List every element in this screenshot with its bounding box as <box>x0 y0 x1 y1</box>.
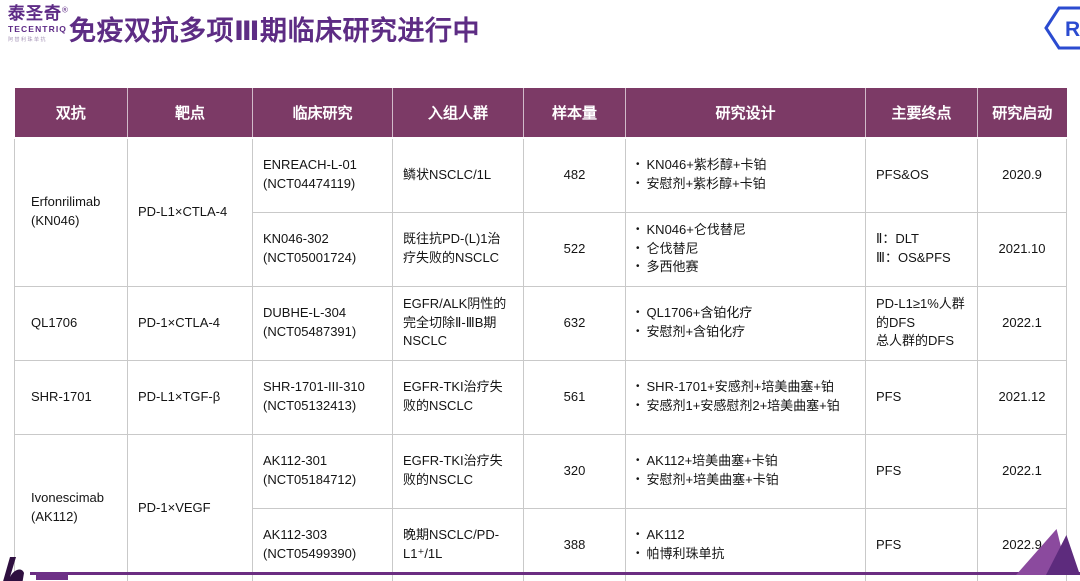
target-cell: PD-1×VEGF <box>127 433 253 581</box>
column-header: 样本量 <box>523 88 626 139</box>
design-bullet: • KN046+仑伐替尼 <box>636 221 746 237</box>
bullet-icon: • <box>636 178 640 190</box>
target-cell: PD-1×CTLA-4 <box>127 285 253 361</box>
column-header: 临床研究 <box>252 88 393 139</box>
column-header: 研究设计 <box>625 88 866 139</box>
sample-size-cell: 320 <box>523 433 626 509</box>
population-cell: 晚期NSCLC/PD-L1⁺/1L <box>392 507 524 581</box>
column-header: 靶点 <box>127 88 253 139</box>
design-bullet: • 仑伐替尼 <box>636 240 699 256</box>
design-cell: • QL1706+含铂化疗 • 安慰剂+含铂化疗 <box>625 285 866 361</box>
design-cell: • KN046+紫杉醇+卡铂 • 安慰剂+紫杉醇+卡铂 <box>625 137 866 213</box>
target-cell: PD-L1×CTLA-4 <box>127 137 253 287</box>
bullet-icon: • <box>636 400 640 411</box>
column-header: 双抗 <box>14 88 128 139</box>
trial-table-body: Erfonrilimab (KN046) PD-L1×CTLA-4 ENREACH-L… <box>14 137 1067 581</box>
registered-mark: ® <box>62 5 69 15</box>
bullet-icon: • <box>636 307 640 319</box>
sample-size-cell: 561 <box>523 359 626 435</box>
study-cell: DUBHE-L-304 (NCT05487391) <box>252 285 393 361</box>
design-bullet: • SHR-1701+安感剂+培美曲塞+铂 <box>636 379 834 395</box>
population-cell: 鳞状NSCLC/1L <box>392 137 524 213</box>
sample-size-cell: 388 <box>523 507 626 581</box>
table-row: Ivonescimab (AK112) PD-1×VEGF AK112-301 (NCT… <box>14 433 1067 581</box>
table-row: SHR-1701 PD-L1×TGF-β SHR-1701-III-310 (NCT0… <box>14 359 1067 435</box>
antibody-cell: Ivonescimab (AK112) <box>14 433 128 581</box>
endpoint-cell: PFS&OS <box>865 137 978 213</box>
target-cell: PD-L1×TGF-β <box>127 359 253 435</box>
start-date-cell: 2021.10 <box>977 211 1067 287</box>
bottom-left-purple-chip <box>36 572 68 580</box>
table-row: AK112-303 (NCT05499390) 晚期NSCLC/PD-L1⁺/1L 3… <box>15 507 1067 581</box>
bullet-icon: • <box>636 381 640 393</box>
study-cell: AK112-303 (NCT05499390) <box>252 507 393 581</box>
tecentriq-logo: 泰圣奇® TECENTRIQ 阿替利珠单抗 <box>8 5 78 43</box>
design-cell: • KN046+仑伐替尼 • 仑伐替尼 • 多西他赛 <box>625 211 866 287</box>
design-bullet: • 安慰剂+含铂化疗 <box>636 324 746 339</box>
brand-subtitle: 阿替利珠单抗 <box>8 37 48 43</box>
column-header: 研究启动 <box>977 88 1067 139</box>
design-bullet: • 安慰剂+紫杉醇+卡铂 <box>636 176 766 192</box>
bottom-left-logo-fragment <box>3 557 24 581</box>
population-cell: EGFR/ALK阴性的完全切除Ⅱ-ⅢB期NSCLC <box>392 285 524 361</box>
endpoint-cell: PFS <box>865 359 978 435</box>
study-cell: AK112-301 (NCT05184712) <box>252 433 393 509</box>
study-cell: ENREACH-L-01 (NCT04474119) <box>252 137 393 213</box>
antibody-cell: QL1706 <box>14 285 128 361</box>
start-date-cell: 2022.1 <box>977 433 1067 509</box>
endpoint-cell: PD-L1≥1%人群的DFS 总人群的DFS <box>865 285 978 361</box>
design-bullet: • QL1706+含铂化疗 <box>636 305 753 321</box>
table-row: Erfonrilimab (KN046) PD-L1×CTLA-4 ENREACH-L… <box>14 137 1067 287</box>
sample-size-cell: 522 <box>523 211 626 287</box>
column-header: 主要终点 <box>865 88 978 139</box>
start-date-cell: 2021.12 <box>977 359 1067 435</box>
endpoint-cell: PFS <box>865 433 978 509</box>
table-header-row: 双抗 靶点 临床研究 入组人群 样本量 研究设计 主要终点 研究启动 <box>14 88 1067 139</box>
endpoint-cell: PFS <box>865 507 978 581</box>
design-bullet: • 帕博利珠单抗 <box>636 546 725 561</box>
clinical-trials-table: 双抗 靶点 临床研究 入组人群 样本量 研究设计 主要终点 研究启动 Erfonrilimab… <box>14 88 1067 581</box>
brand-name-cn: 泰圣奇® <box>8 4 69 23</box>
design-cell: • AK112 • 帕博利珠单抗 <box>625 507 866 581</box>
bullet-icon: • <box>636 242 640 254</box>
design-cell: • SHR-1701+安感剂+培美曲塞+铂 • 安感剂1+安感慰剂2+培美曲塞+铂 <box>625 359 866 435</box>
column-header: 入组人群 <box>392 88 524 139</box>
roche-hexagon-icon: R <box>1044 5 1080 56</box>
design-bullet: • AK112 <box>636 527 685 543</box>
design-bullet: • 安慰剂+培美曲塞+卡铂 <box>636 472 779 487</box>
population-cell: 既往抗PD-(L)1治疗失败的NSCLC <box>392 211 524 287</box>
bullet-icon: • <box>636 529 640 541</box>
table-row: QL1706 PD-1×CTLA-4 DUBHE-L-304 (NCT05487391… <box>14 285 1067 361</box>
sample-size-cell: 482 <box>523 137 626 213</box>
bullet-icon: • <box>636 455 640 467</box>
bullet-icon: • <box>636 326 640 337</box>
design-bullet: • 多西他赛 <box>636 259 699 275</box>
table-row: KN046-302 (NCT05001724) 既往抗PD-(L)1治疗失败的NSC… <box>15 211 1067 287</box>
bullet-icon: • <box>636 223 640 235</box>
antibody-cell: Erfonrilimab (KN046) <box>14 137 128 287</box>
roche-letter: R <box>1065 18 1080 41</box>
population-cell: EGFR-TKI治疗失败的NSCLC <box>392 359 524 435</box>
sample-size-cell: 632 <box>523 285 626 361</box>
bullet-icon: • <box>636 548 640 559</box>
bullet-icon: • <box>636 159 640 171</box>
bullet-icon: • <box>636 261 640 273</box>
brand-name-en: TECENTRIQ <box>8 24 68 34</box>
bottom-accent-line <box>30 572 1080 575</box>
start-date-cell: 2022.1 <box>977 285 1067 361</box>
design-bullet: • 安感剂1+安感慰剂2+培美曲塞+铂 <box>636 398 840 413</box>
design-bullet: • KN046+紫杉醇+卡铂 <box>636 157 767 173</box>
study-cell: KN046-302 (NCT05001724) <box>252 211 393 287</box>
start-date-cell: 2020.9 <box>977 137 1067 213</box>
study-cell: SHR-1701-III-310 (NCT05132413) <box>252 359 393 435</box>
page-title: 免疫双抗多项Ⅲ期临床研究进行中 <box>69 16 481 46</box>
antibody-cell: SHR-1701 <box>14 359 128 435</box>
population-cell: EGFR-TKI治疗失败的NSCLC <box>392 433 524 509</box>
bullet-icon: • <box>636 474 640 485</box>
design-bullet: • AK112+培美曲塞+卡铂 <box>636 453 778 469</box>
design-cell: • AK112+培美曲塞+卡铂 • 安慰剂+培美曲塞+卡铂 <box>625 433 866 509</box>
endpoint-cell: Ⅱ：DLT Ⅲ：OS&PFS <box>865 211 978 287</box>
